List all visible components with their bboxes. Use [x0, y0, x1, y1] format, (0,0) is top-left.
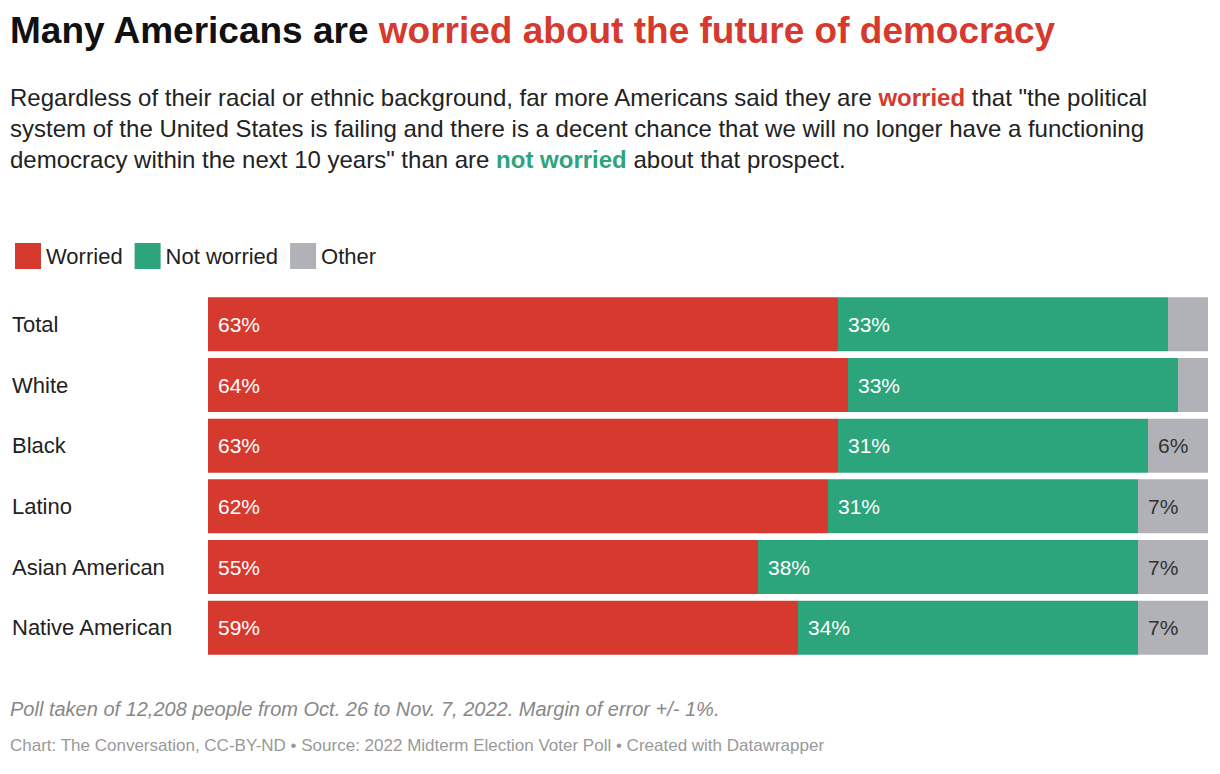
- svg-text:Total: Total: [12, 312, 58, 337]
- svg-text:Latino: Latino: [12, 494, 72, 519]
- svg-text:31%: 31%: [848, 434, 890, 457]
- svg-text:Not worried: Not worried: [166, 244, 278, 269]
- html-text:Regardless of their racial or: Regardless of their racial or ethnic bac…: [10, 84, 1148, 173]
- svg-text:Worried: Worried: [46, 244, 123, 269]
- svg-text:33%: 33%: [848, 313, 890, 336]
- html-text:Many Americans are worried abo: Many Americans are worried about the fut…: [10, 10, 1056, 51]
- svg-text:7%: 7%: [1148, 616, 1178, 639]
- svg-text:63%: 63%: [218, 313, 260, 336]
- svg-text:31%: 31%: [838, 495, 880, 518]
- svg-text:7%: 7%: [1148, 556, 1178, 579]
- svg-text:62%: 62%: [218, 495, 260, 518]
- svg-text:Native American: Native American: [12, 615, 172, 640]
- svg-text:34%: 34%: [808, 616, 850, 639]
- svg-text:Other: Other: [321, 244, 376, 269]
- svg-text:Asian American: Asian American: [12, 555, 165, 580]
- svg-text:33%: 33%: [858, 374, 900, 397]
- svg-text:Black: Black: [12, 433, 67, 458]
- svg-text:59%: 59%: [218, 616, 260, 639]
- html-text:Poll taken of 12,208 people fr: Poll taken of 12,208 people from Oct. 26…: [10, 698, 720, 720]
- svg-text:7%: 7%: [1148, 495, 1178, 518]
- svg-text:64%: 64%: [218, 374, 260, 397]
- svg-text:55%: 55%: [218, 556, 260, 579]
- svg-text:6%: 6%: [1158, 434, 1188, 457]
- svg-text:38%: 38%: [768, 556, 810, 579]
- svg-text:White: White: [12, 373, 68, 398]
- html-text:Chart: The Conversation, CC-BY: Chart: The Conversation, CC-BY-ND • Sour…: [10, 736, 825, 755]
- svg-text:63%: 63%: [218, 434, 260, 457]
